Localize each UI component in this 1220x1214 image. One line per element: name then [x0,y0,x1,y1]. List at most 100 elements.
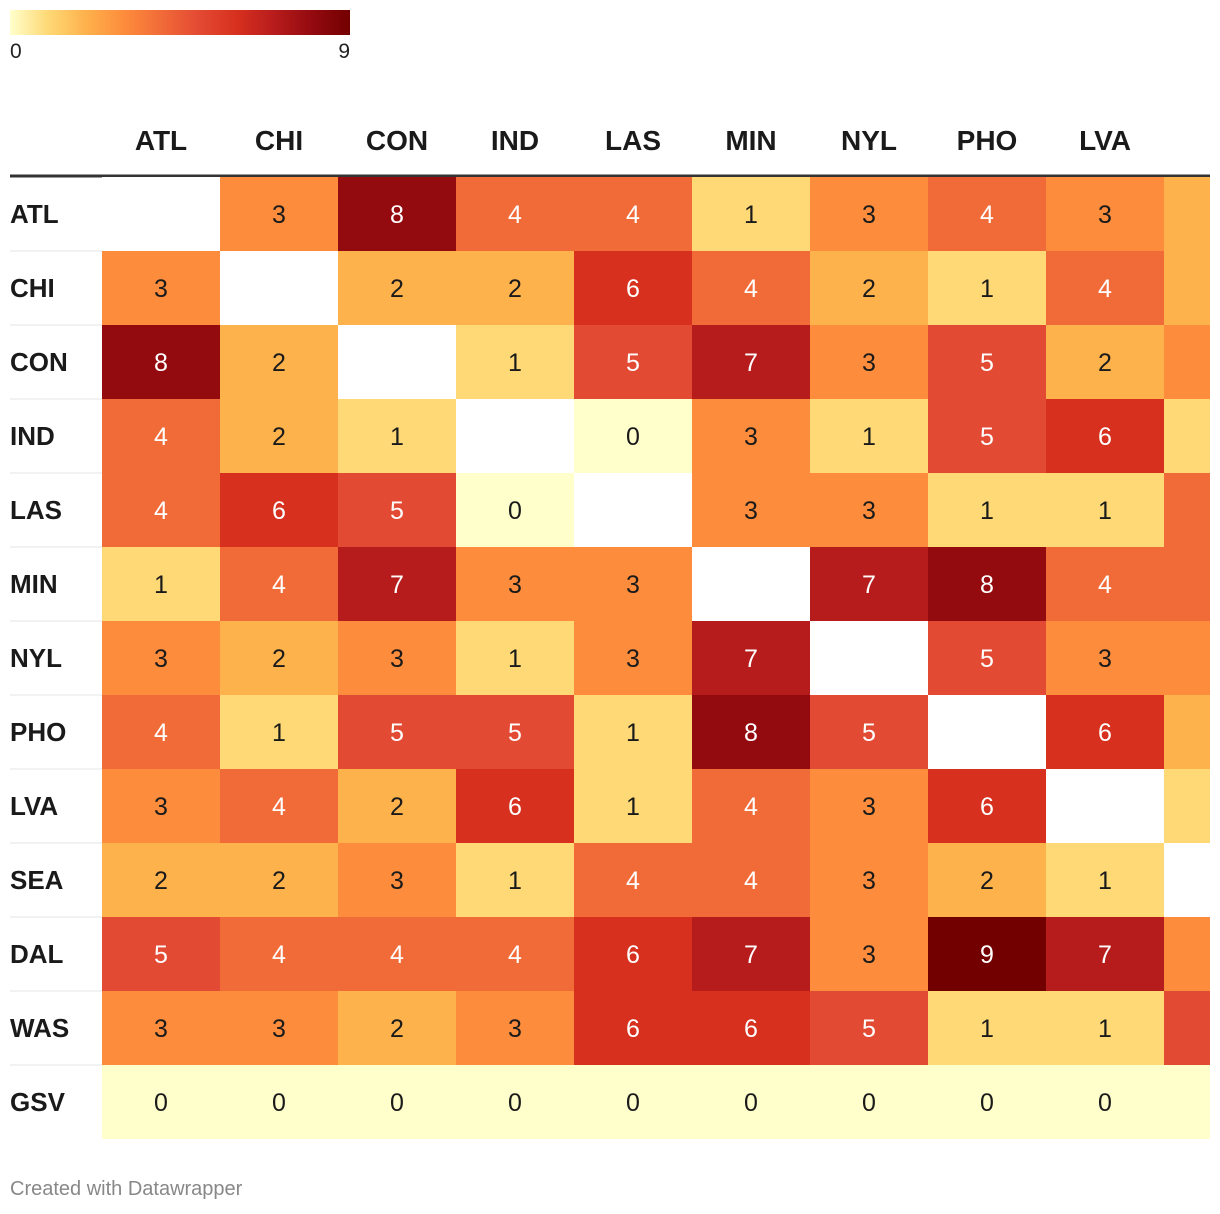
heatmap-cell-pho-atl[interactable]: 4 [102,695,220,769]
heatmap-cell-sea-las[interactable]: 4 [574,843,692,917]
heatmap-cell-min-lva[interactable]: 4 [1046,547,1164,621]
heatmap-cell-gsv-atl[interactable]: 0 [102,1065,220,1139]
heatmap-cell-con-lva[interactable]: 2 [1046,325,1164,399]
heatmap-cell-atl-las[interactable]: 4 [574,177,692,251]
heatmap-cell-pho-las[interactable]: 1 [574,695,692,769]
heatmap-cell-pho-con[interactable]: 5 [338,695,456,769]
heatmap-cell-nyl-atl[interactable]: 3 [102,621,220,695]
heatmap-cell-ind-con[interactable]: 1 [338,399,456,473]
heatmap-cell-dal-con[interactable]: 4 [338,917,456,991]
heatmap-cell-con-atl[interactable]: 8 [102,325,220,399]
heatmap-cell-las-chi[interactable]: 6 [220,473,338,547]
heatmap-cell-chi-atl[interactable]: 3 [102,251,220,325]
heatmap-cell-gsv-pho[interactable]: 0 [928,1065,1046,1139]
heatmap-cell-ind-ind[interactable] [456,399,574,473]
heatmap-cell-atl-sea[interactable] [1164,177,1210,251]
heatmap-cell-atl-atl[interactable] [102,177,220,251]
heatmap-cell-atl-pho[interactable]: 4 [928,177,1046,251]
heatmap-cell-gsv-chi[interactable]: 0 [220,1065,338,1139]
heatmap-cell-con-min[interactable]: 7 [692,325,810,399]
heatmap-cell-was-pho[interactable]: 1 [928,991,1046,1065]
heatmap-cell-pho-nyl[interactable]: 5 [810,695,928,769]
heatmap-cell-dal-min[interactable]: 7 [692,917,810,991]
heatmap-cell-nyl-chi[interactable]: 2 [220,621,338,695]
heatmap-cell-ind-chi[interactable]: 2 [220,399,338,473]
heatmap-cell-was-con[interactable]: 2 [338,991,456,1065]
heatmap-cell-gsv-ind[interactable]: 0 [456,1065,574,1139]
heatmap-cell-lva-pho[interactable]: 6 [928,769,1046,843]
heatmap-cell-pho-lva[interactable]: 6 [1046,695,1164,769]
heatmap-cell-dal-ind[interactable]: 4 [456,917,574,991]
heatmap-cell-gsv-con[interactable]: 0 [338,1065,456,1139]
heatmap-cell-las-min[interactable]: 3 [692,473,810,547]
heatmap-cell-ind-pho[interactable]: 5 [928,399,1046,473]
heatmap-cell-las-lva[interactable]: 1 [1046,473,1164,547]
heatmap-cell-pho-chi[interactable]: 1 [220,695,338,769]
heatmap-cell-con-chi[interactable]: 2 [220,325,338,399]
heatmap-cell-dal-lva[interactable]: 7 [1046,917,1164,991]
heatmap-cell-min-chi[interactable]: 4 [220,547,338,621]
heatmap-cell-pho-min[interactable]: 8 [692,695,810,769]
heatmap-cell-sea-lva[interactable]: 1 [1046,843,1164,917]
heatmap-cell-nyl-ind[interactable]: 1 [456,621,574,695]
heatmap-cell-atl-con[interactable]: 8 [338,177,456,251]
heatmap-cell-las-con[interactable]: 5 [338,473,456,547]
heatmap-cell-was-chi[interactable]: 3 [220,991,338,1065]
heatmap-cell-las-atl[interactable]: 4 [102,473,220,547]
heatmap-cell-dal-sea[interactable] [1164,917,1210,991]
heatmap-cell-nyl-pho[interactable]: 5 [928,621,1046,695]
heatmap-cell-gsv-min[interactable]: 0 [692,1065,810,1139]
heatmap-cell-nyl-min[interactable]: 7 [692,621,810,695]
heatmap-cell-gsv-nyl[interactable]: 0 [810,1065,928,1139]
heatmap-cell-chi-nyl[interactable]: 2 [810,251,928,325]
heatmap-cell-atl-chi[interactable]: 3 [220,177,338,251]
heatmap-cell-nyl-lva[interactable]: 3 [1046,621,1164,695]
heatmap-cell-sea-nyl[interactable]: 3 [810,843,928,917]
heatmap-cell-nyl-con[interactable]: 3 [338,621,456,695]
heatmap-cell-dal-chi[interactable]: 4 [220,917,338,991]
heatmap-cell-las-sea[interactable] [1164,473,1210,547]
heatmap-cell-sea-sea[interactable] [1164,843,1210,917]
heatmap-cell-atl-ind[interactable]: 4 [456,177,574,251]
heatmap-cell-gsv-las[interactable]: 0 [574,1065,692,1139]
heatmap-cell-lva-chi[interactable]: 4 [220,769,338,843]
heatmap-cell-gsv-lva[interactable]: 0 [1046,1065,1164,1139]
heatmap-cell-con-sea[interactable] [1164,325,1210,399]
heatmap-cell-pho-sea[interactable] [1164,695,1210,769]
heatmap-cell-con-ind[interactable]: 1 [456,325,574,399]
heatmap-cell-was-ind[interactable]: 3 [456,991,574,1065]
heatmap-cell-was-min[interactable]: 6 [692,991,810,1065]
heatmap-cell-sea-pho[interactable]: 2 [928,843,1046,917]
heatmap-cell-lva-ind[interactable]: 6 [456,769,574,843]
heatmap-cell-chi-min[interactable]: 4 [692,251,810,325]
heatmap-cell-las-pho[interactable]: 1 [928,473,1046,547]
heatmap-cell-pho-ind[interactable]: 5 [456,695,574,769]
heatmap-cell-dal-pho[interactable]: 9 [928,917,1046,991]
heatmap-cell-nyl-nyl[interactable] [810,621,928,695]
heatmap-cell-pho-pho[interactable] [928,695,1046,769]
heatmap-cell-lva-sea[interactable] [1164,769,1210,843]
heatmap-cell-ind-lva[interactable]: 6 [1046,399,1164,473]
heatmap-cell-chi-sea[interactable] [1164,251,1210,325]
heatmap-cell-sea-min[interactable]: 4 [692,843,810,917]
heatmap-cell-atl-nyl[interactable]: 3 [810,177,928,251]
heatmap-cell-sea-atl[interactable]: 2 [102,843,220,917]
heatmap-cell-nyl-sea[interactable] [1164,621,1210,695]
heatmap-cell-sea-chi[interactable]: 2 [220,843,338,917]
heatmap-cell-was-las[interactable]: 6 [574,991,692,1065]
heatmap-cell-min-atl[interactable]: 1 [102,547,220,621]
heatmap-cell-min-pho[interactable]: 8 [928,547,1046,621]
heatmap-cell-chi-chi[interactable] [220,251,338,325]
heatmap-cell-lva-lva[interactable] [1046,769,1164,843]
heatmap-cell-min-las[interactable]: 3 [574,547,692,621]
heatmap-cell-con-las[interactable]: 5 [574,325,692,399]
heatmap-cell-sea-con[interactable]: 3 [338,843,456,917]
heatmap-cell-min-ind[interactable]: 3 [456,547,574,621]
heatmap-cell-lva-nyl[interactable]: 3 [810,769,928,843]
heatmap-cell-min-con[interactable]: 7 [338,547,456,621]
heatmap-cell-las-ind[interactable]: 0 [456,473,574,547]
heatmap-cell-chi-con[interactable]: 2 [338,251,456,325]
heatmap-cell-ind-sea[interactable] [1164,399,1210,473]
heatmap-cell-chi-las[interactable]: 6 [574,251,692,325]
heatmap-cell-gsv-sea[interactable] [1164,1065,1210,1139]
